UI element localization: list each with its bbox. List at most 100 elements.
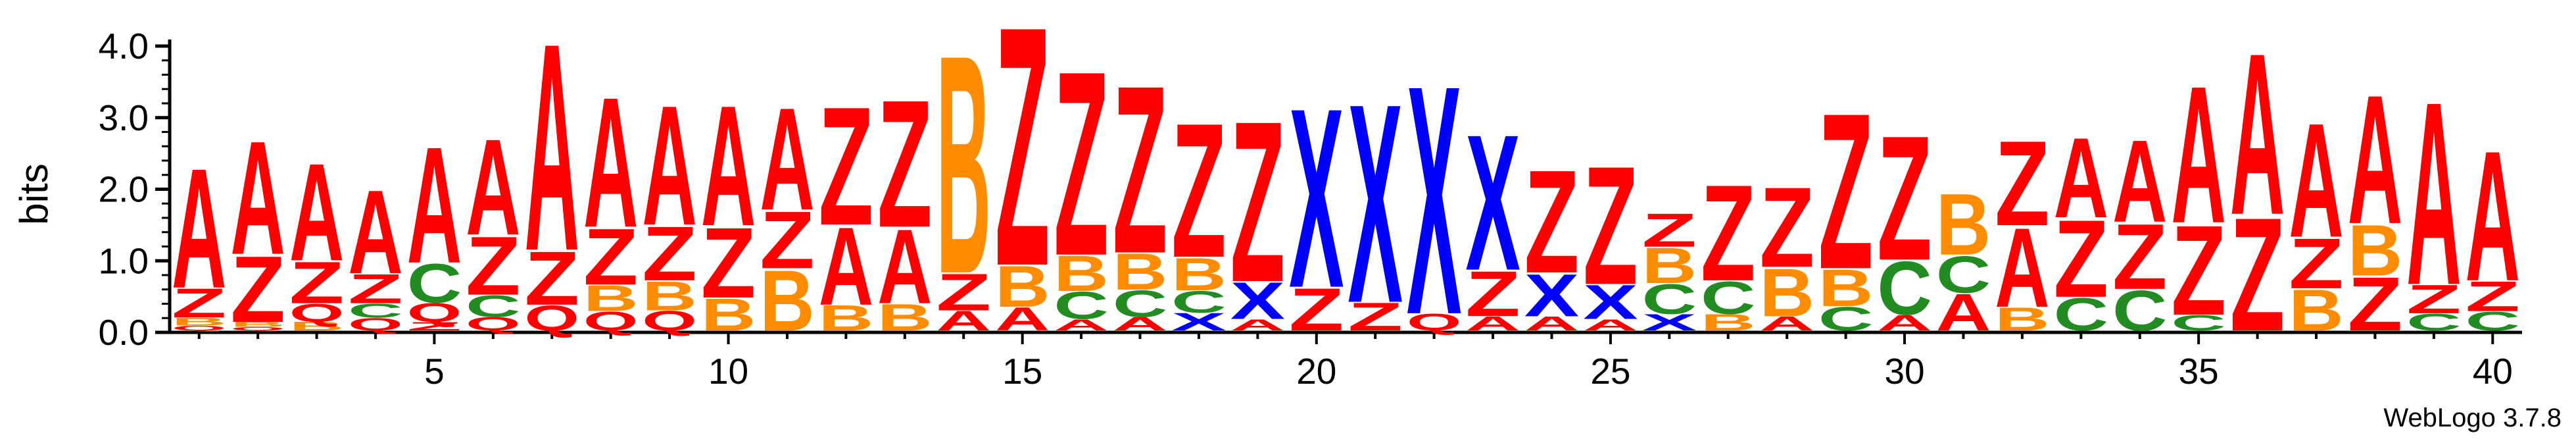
logo-glyph-b: B xyxy=(642,272,696,319)
logo-column-21: ZX xyxy=(1348,45,1403,363)
x-tick-label: 25 xyxy=(1590,351,1630,392)
logo-glyph-b: B xyxy=(1995,301,2049,338)
logo-glyph-z: Z xyxy=(1465,258,1520,330)
logo-glyph-a: A xyxy=(1054,316,1108,334)
x-tick-label: 10 xyxy=(708,351,748,392)
logo-glyph-z: Z xyxy=(1524,140,1579,304)
x-tick-label: 30 xyxy=(1884,351,1924,392)
logo-glyph-z: Z xyxy=(289,249,344,317)
logo-column-24: AXZ xyxy=(1524,140,1579,334)
logo-glyph-a: A xyxy=(1230,316,1285,334)
logo-column-30: ACZ xyxy=(1877,99,1932,336)
logo-column-13: BAZ xyxy=(877,63,932,339)
logo-glyph-q: Q xyxy=(407,298,462,328)
logo-glyph-z: Z xyxy=(348,265,402,312)
x-ticks: 5 10 15 20 25 30 35 40 xyxy=(197,332,2513,392)
logo-column-33: CZA xyxy=(2054,115,2108,341)
x-tick-label: 15 xyxy=(1002,351,1042,392)
logo-glyph-z: Z xyxy=(2289,224,2343,304)
logo-glyph-z: Z xyxy=(2230,185,2285,366)
logo-glyph-a: A xyxy=(2054,115,2108,242)
logo-column-28: ABZ xyxy=(1759,165,1814,335)
logo-glyph-b: B xyxy=(2348,210,2402,291)
logo-column-15: ABZ xyxy=(995,0,1050,338)
logo-glyph-b: B xyxy=(2289,278,2343,343)
y-tick-label: 3.0 xyxy=(99,97,149,138)
logo-glyph-z: Z xyxy=(1289,276,1344,344)
logo-column-34: CZA xyxy=(2112,115,2167,342)
logo-glyph-q: Q xyxy=(1407,309,1461,335)
logo-column-38: ZBA xyxy=(2348,57,2402,347)
axes: bits 0.0 1.0 2.0 3.0 4.0 5 10 15 20 25 30 35 40 xyxy=(12,26,2522,392)
logo-glyph-b: B xyxy=(701,290,756,340)
logo-glyph-z: Z xyxy=(1054,16,1108,311)
logo-glyph-a: A xyxy=(1465,313,1520,335)
logo-glyph-z: Z xyxy=(995,0,1050,338)
x-tick-label: 40 xyxy=(2473,351,2513,392)
logo-glyph-c: C xyxy=(1171,284,1226,319)
logo-glyph-c: C xyxy=(1818,299,1873,337)
logo-glyph-z: Z xyxy=(2171,199,2225,342)
logo-glyph-q: Q xyxy=(525,298,579,338)
logo-glyph-z: Z xyxy=(1759,165,1814,292)
logo-glyph-b: B xyxy=(1054,245,1108,301)
weblogo-version-label: WebLogo 3.7.8 xyxy=(2383,403,2562,432)
logo-glyph-a: A xyxy=(2230,6,2285,263)
logo-glyph-a: A xyxy=(1113,313,1167,334)
logo-glyph-a: A xyxy=(2348,57,2402,263)
logo-glyph-b: B xyxy=(877,296,932,338)
logo-glyph-b: B xyxy=(172,315,226,328)
logo-column-11: BZA xyxy=(760,77,814,349)
logo-column-19: AXZ xyxy=(1230,74,1285,334)
logo-glyph-c: C xyxy=(2406,309,2461,336)
logo-glyph-z: Z xyxy=(583,213,638,302)
logo-glyph-z: Z xyxy=(1818,66,1873,316)
logo-glyph-z: Z xyxy=(466,219,520,313)
y-axis-label: bits xyxy=(12,163,56,224)
logo-glyph-q: Q xyxy=(230,326,285,331)
logo-column-23: AZX xyxy=(1465,94,1520,335)
logo-glyph-b: B xyxy=(936,0,991,340)
logo-glyph-z: Z xyxy=(936,263,991,321)
logo-glyph-a: A xyxy=(230,107,285,288)
logo-column-20: ZX xyxy=(1289,55,1344,344)
logo-glyph-a: A xyxy=(819,204,873,328)
logo-column-25: AXZ xyxy=(1583,131,1638,334)
x-tick-label: 5 xyxy=(424,351,445,392)
logo-glyph-b: B xyxy=(1759,254,1814,331)
logo-glyph-z: Z xyxy=(2112,204,2167,309)
logo-glyph-a: A xyxy=(1936,283,1991,342)
logo-column-14: AZB xyxy=(936,0,991,340)
logo-glyph-a: A xyxy=(466,110,520,264)
logo-column-29: CBZ xyxy=(1818,66,1873,338)
logo-glyph-x: X xyxy=(1583,275,1638,330)
logo-glyph-a: A xyxy=(2289,89,2343,271)
logo-glyph-a: A xyxy=(1524,313,1579,335)
logo-glyph-b: B xyxy=(1818,259,1873,317)
x-tick-label: 35 xyxy=(2179,351,2219,392)
logo-glyph-a: A xyxy=(1583,316,1638,334)
logo-glyph-z: Z xyxy=(760,194,814,286)
logo-glyph-c: C xyxy=(1054,284,1108,328)
logo-glyph-z: Z xyxy=(1877,99,1932,298)
logo-column-37: BZA xyxy=(2289,89,2343,343)
y-tick-label: 2.0 xyxy=(99,169,149,210)
logo-glyph-c: C xyxy=(1701,272,1755,324)
logo-glyph-z: Z xyxy=(525,235,579,321)
logo-glyph-b: B xyxy=(995,254,1050,319)
logo-glyph-q: Q xyxy=(642,305,696,336)
logo-glyph-z: Z xyxy=(1171,84,1226,297)
logo-glyph-z: Z xyxy=(1348,295,1403,340)
logo-column-32: BAZ xyxy=(1995,116,2049,337)
y-tick-label: 0.0 xyxy=(99,312,149,353)
logo-glyph-b: B xyxy=(583,278,638,319)
logo-glyph-b: B xyxy=(1171,248,1226,300)
logo-glyph-x: X xyxy=(1407,17,1462,382)
logo-glyph-q: Q xyxy=(348,314,402,334)
logo-glyph-z: Z xyxy=(407,320,462,333)
